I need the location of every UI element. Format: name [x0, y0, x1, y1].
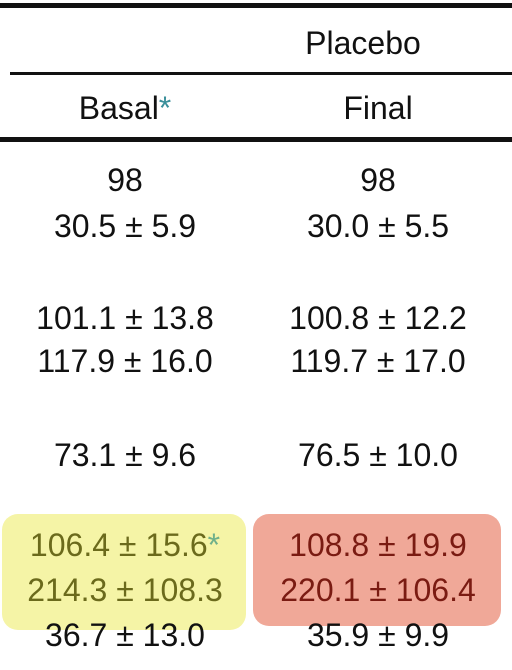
table-cell: 101.1 ± 13.8 — [36, 300, 214, 336]
table-cell: 98 — [107, 162, 143, 198]
highlight-final — [253, 514, 501, 626]
column-label: Final — [343, 90, 413, 126]
table-cell: 36.7 ± 13.0 — [45, 617, 205, 653]
table-cell: 100.8 ± 12.2 — [289, 300, 467, 336]
highlight-basal — [2, 514, 246, 630]
column-label: Basal — [78, 90, 159, 126]
table-cell: 220.1 ± 106.4 — [280, 572, 476, 608]
cell-value: 106.4 ± 15.6 — [29, 527, 208, 563]
table-cell: 30.5 ± 5.9 — [53, 208, 197, 244]
group-header: Placebo — [305, 25, 421, 61]
cell-note: * — [207, 527, 221, 563]
table-cell: 117.9 ± 16.0 — [37, 343, 213, 379]
table-cell: 76.5 ± 10.0 — [298, 437, 458, 473]
column-note: * — [158, 90, 172, 126]
table-cell: 106.4 ± 15.6* — [0, 525, 255, 565]
table-cell: 35.9 ± 9.9 — [306, 617, 450, 653]
table-cell: 108.8 ± 19.9 — [289, 527, 467, 563]
header-rule — [0, 137, 512, 142]
column-header: Basal* — [0, 88, 255, 128]
table-cell: 119.7 ± 17.0 — [290, 343, 466, 379]
table-cell: 73.1 ± 9.6 — [53, 437, 197, 473]
table-cell: 30.0 ± 5.5 — [306, 208, 450, 244]
top-rule — [0, 3, 512, 8]
table-cell: 98 — [360, 162, 396, 198]
column-header: Final — [248, 88, 508, 128]
table-cell: 214.3 ± 108.3 — [27, 572, 223, 608]
group-rule — [10, 72, 512, 75]
